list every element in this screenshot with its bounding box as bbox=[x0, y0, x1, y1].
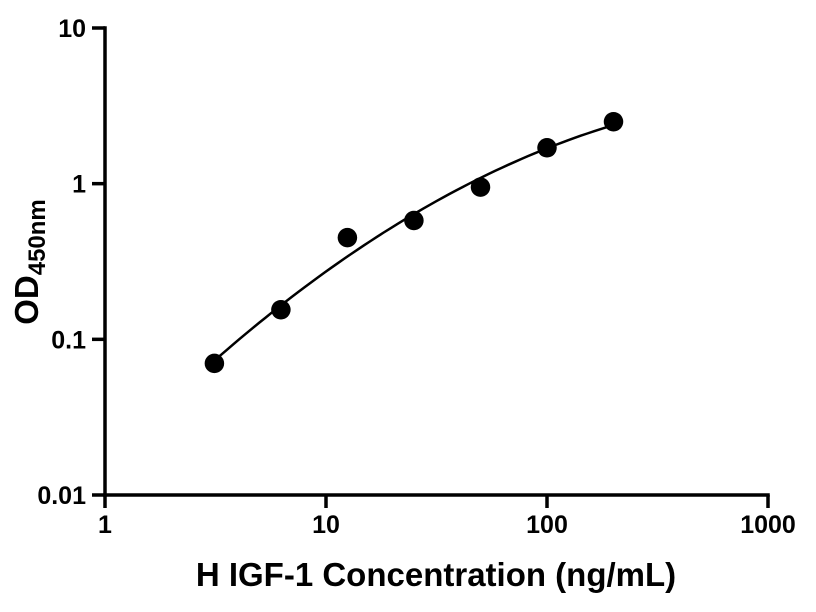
data-point bbox=[603, 111, 624, 132]
y-tick-label: 0.01 bbox=[37, 482, 86, 510]
y-axis-title-main: OD bbox=[8, 275, 45, 325]
x-axis-title: H IGF-1 Concentration (ng/mL) bbox=[196, 556, 676, 593]
plot-area: 1 10 100 1000 0.01 0.1 1 10 bbox=[37, 15, 795, 539]
data-point bbox=[404, 210, 424, 231]
data-point bbox=[470, 177, 491, 197]
y-tick-label: 10 bbox=[58, 15, 86, 43]
data-point bbox=[204, 353, 225, 374]
x-tick-label: 1000 bbox=[740, 511, 796, 539]
x-tick-label: 100 bbox=[526, 511, 568, 539]
fit-curve bbox=[218, 123, 614, 358]
x-tick-label: 10 bbox=[312, 511, 340, 539]
y-tick-label: 1 bbox=[72, 171, 86, 199]
data-point bbox=[337, 227, 358, 248]
data-point bbox=[271, 299, 291, 320]
x-tick-label: 1 bbox=[98, 511, 112, 539]
y-axis-title: OD450nm bbox=[8, 199, 51, 325]
data-point bbox=[537, 138, 557, 158]
y-tick-label: 0.1 bbox=[51, 326, 86, 354]
y-axis-title-subscript: 450nm bbox=[24, 199, 51, 275]
